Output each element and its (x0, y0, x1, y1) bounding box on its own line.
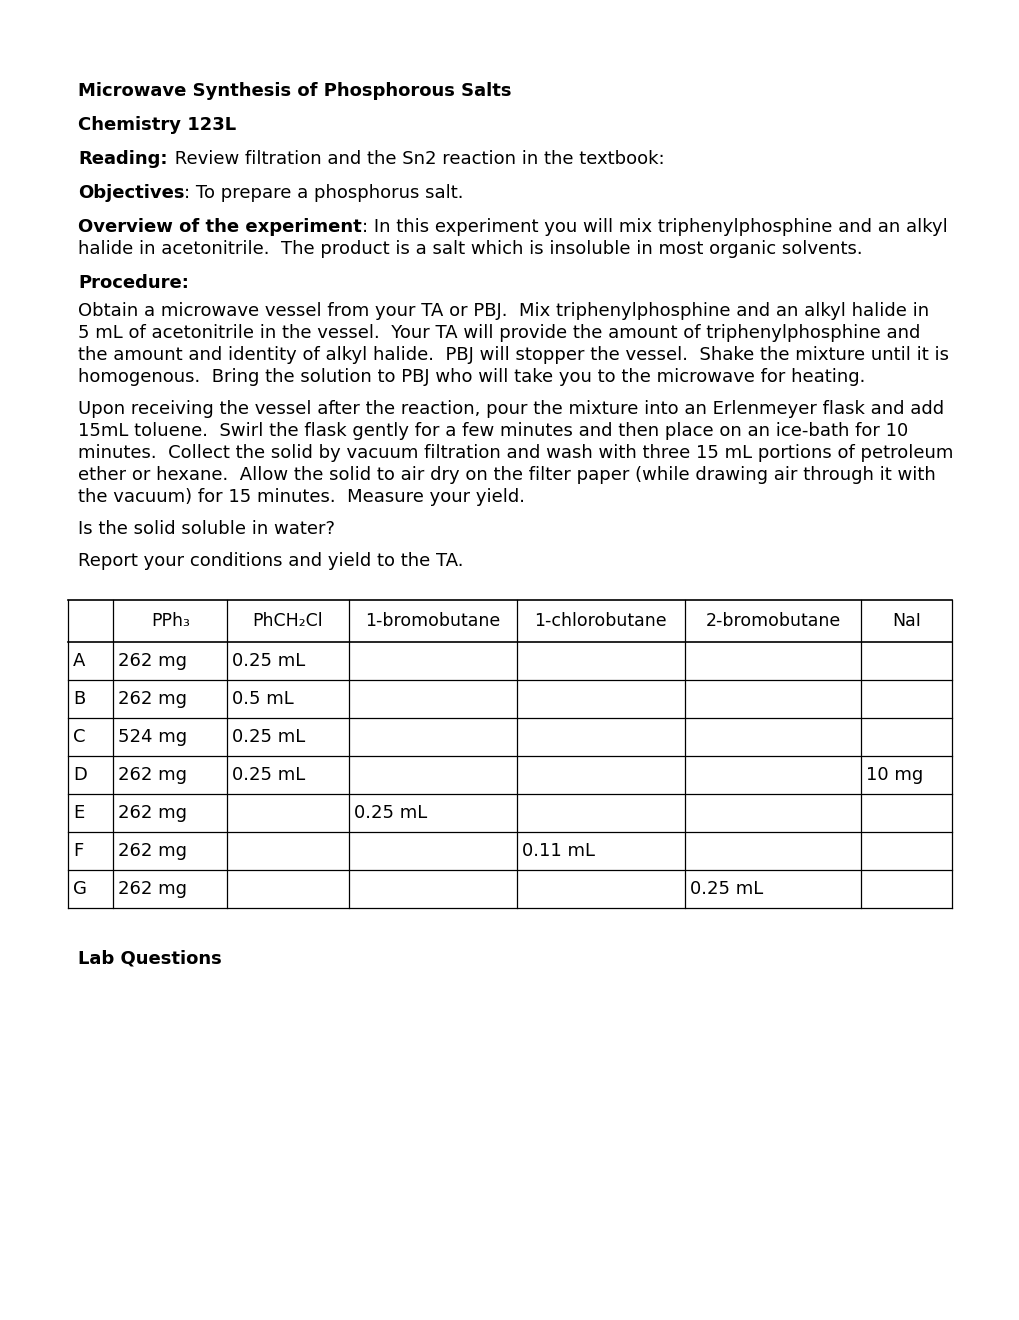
Text: Objectives: Objectives (77, 183, 184, 202)
Text: C: C (73, 729, 86, 746)
Text: E: E (73, 804, 85, 822)
Text: 0.25 mL: 0.25 mL (232, 652, 305, 671)
Text: B: B (73, 690, 86, 708)
Text: Upon receiving the vessel after the reaction, pour the mixture into an Erlenmeye: Upon receiving the vessel after the reac… (77, 400, 944, 418)
Text: Lab Questions: Lab Questions (77, 950, 221, 968)
Text: 262 mg: 262 mg (118, 652, 187, 671)
Text: 1-bromobutane: 1-bromobutane (365, 612, 500, 630)
Text: Report your conditions and yield to the TA.: Report your conditions and yield to the … (77, 552, 463, 570)
Text: 0.5 mL: 0.5 mL (232, 690, 293, 708)
Text: G: G (73, 880, 87, 898)
Text: ether or hexane.  Allow the solid to air dry on the filter paper (while drawing : ether or hexane. Allow the solid to air … (77, 466, 934, 484)
Text: NaI: NaI (892, 612, 920, 630)
Text: Obtain a microwave vessel from your TA or PBJ.  Mix triphenylphosphine and an al: Obtain a microwave vessel from your TA o… (77, 302, 928, 319)
Text: 262 mg: 262 mg (118, 766, 187, 784)
Text: 262 mg: 262 mg (118, 880, 187, 898)
Text: Reading:: Reading: (77, 150, 167, 168)
Text: 5 mL of acetonitrile in the vessel.  Your TA will provide the amount of tripheny: 5 mL of acetonitrile in the vessel. Your… (77, 323, 919, 342)
Text: 15mL toluene.  Swirl the flask gently for a few minutes and then place on an ice: 15mL toluene. Swirl the flask gently for… (77, 422, 907, 440)
Text: : To prepare a phosphorus salt.: : To prepare a phosphorus salt. (184, 183, 464, 202)
Text: Review filtration and the Sn2 reaction in the textbook:: Review filtration and the Sn2 reaction i… (169, 150, 664, 168)
Text: 0.25 mL: 0.25 mL (232, 766, 305, 784)
Text: 0.11 mL: 0.11 mL (522, 842, 594, 861)
Text: 1-chlorobutane: 1-chlorobutane (534, 612, 666, 630)
Text: Microwave Synthesis of Phosphorous Salts: Microwave Synthesis of Phosphorous Salts (77, 82, 511, 100)
Text: the amount and identity of alkyl halide.  PBJ will stopper the vessel.  Shake th: the amount and identity of alkyl halide.… (77, 346, 948, 364)
Text: minutes.  Collect the solid by vacuum filtration and wash with three 15 mL porti: minutes. Collect the solid by vacuum fil… (77, 444, 953, 462)
Text: halide in acetonitrile.  The product is a salt which is insoluble in most organi: halide in acetonitrile. The product is a… (77, 240, 862, 257)
Text: 0.25 mL: 0.25 mL (232, 729, 305, 746)
Text: 10 mg: 10 mg (865, 766, 922, 784)
Text: F: F (73, 842, 84, 861)
Text: PPh₃: PPh₃ (151, 612, 190, 630)
Text: PhCH₂Cl: PhCH₂Cl (253, 612, 323, 630)
Text: Chemistry 123L: Chemistry 123L (77, 116, 235, 135)
Text: 0.25 mL: 0.25 mL (354, 804, 427, 822)
Text: 262 mg: 262 mg (118, 804, 187, 822)
Text: 262 mg: 262 mg (118, 842, 187, 861)
Text: 0.25 mL: 0.25 mL (689, 880, 762, 898)
Text: the vacuum) for 15 minutes.  Measure your yield.: the vacuum) for 15 minutes. Measure your… (77, 488, 525, 506)
Text: Is the solid soluble in water?: Is the solid soluble in water? (77, 520, 334, 539)
Text: Overview of the experiment: Overview of the experiment (77, 218, 362, 236)
Text: 524 mg: 524 mg (118, 729, 187, 746)
Text: Procedure:: Procedure: (77, 275, 189, 292)
Text: 262 mg: 262 mg (118, 690, 187, 708)
Text: 2-bromobutane: 2-bromobutane (705, 612, 840, 630)
Text: : In this experiment you will mix triphenylphosphine and an alkyl: : In this experiment you will mix triphe… (362, 218, 947, 236)
Text: D: D (73, 766, 87, 784)
Text: A: A (73, 652, 86, 671)
Text: homogenous.  Bring the solution to PBJ who will take you to the microwave for he: homogenous. Bring the solution to PBJ wh… (77, 368, 864, 385)
